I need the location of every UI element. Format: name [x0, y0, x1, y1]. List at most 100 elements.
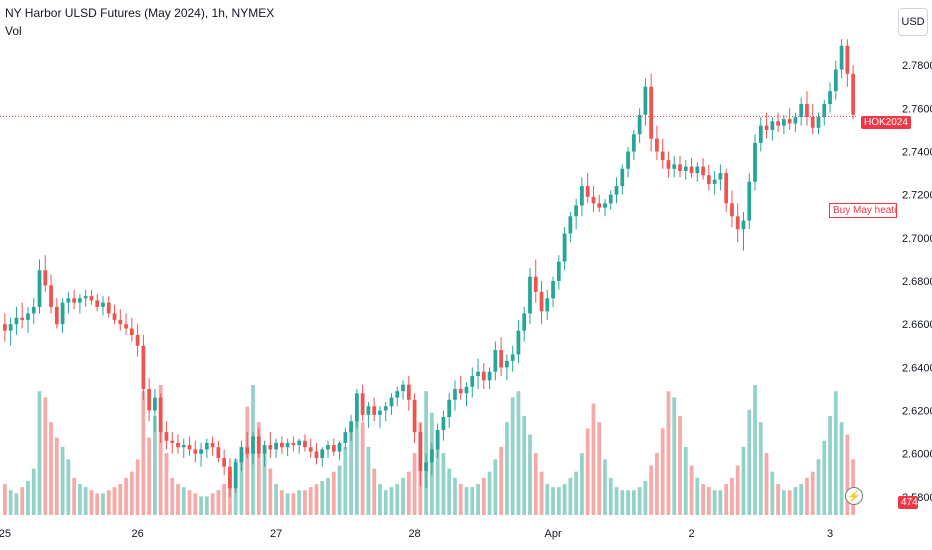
volume-bar [170, 477, 175, 515]
candle-body [787, 119, 792, 124]
volume-bar [447, 468, 452, 515]
candle-body [585, 186, 590, 197]
candle-body [741, 220, 746, 230]
volume-bar [603, 459, 607, 515]
candle-body [545, 298, 550, 312]
volume-bar [556, 487, 561, 515]
candle-body [164, 432, 169, 441]
volume-bar [776, 484, 780, 515]
volume-bar [781, 490, 786, 515]
volume-bar [458, 484, 463, 515]
volume-bar [712, 490, 717, 515]
candle-body [251, 436, 255, 454]
volume-bar [718, 490, 723, 515]
volume-bar [43, 397, 48, 515]
candle-body [372, 406, 377, 415]
volume-bar [828, 415, 832, 515]
candle-body [528, 276, 532, 314]
candle-body [620, 168, 625, 187]
bolt-icon[interactable]: ⚡ [845, 487, 863, 505]
volume-bar [591, 403, 596, 515]
volume-bar [303, 490, 307, 515]
candle-body [406, 384, 411, 400]
volume-bar [314, 484, 319, 515]
candle-body [522, 313, 527, 331]
candle-body [331, 445, 336, 452]
volume-bar [101, 493, 105, 515]
candle-body [118, 319, 123, 325]
volume-bar [643, 480, 648, 515]
volume-bar [666, 391, 671, 515]
volume-bar [689, 465, 694, 515]
volume-bar [453, 477, 457, 515]
volume-bar [799, 484, 804, 515]
candle-body [556, 261, 561, 282]
volume-bar [262, 453, 267, 515]
volume-bar [833, 391, 838, 515]
volume-bar [730, 477, 734, 515]
candle-body [487, 371, 492, 381]
time-tick-label: 25 [0, 528, 11, 540]
volume-bar [793, 487, 798, 515]
candle-body [718, 173, 723, 180]
candle-body [730, 203, 734, 217]
volume-bar [164, 453, 169, 515]
volume-bar [31, 468, 36, 515]
candle-body [614, 186, 619, 195]
candle-body [758, 125, 763, 143]
price-tick-label: 2.7400 [902, 147, 932, 159]
volume-bar [291, 493, 296, 515]
volume-bar [210, 493, 215, 515]
candle-body [320, 449, 325, 459]
volume-bar [735, 465, 740, 515]
volume-indicator-label[interactable]: Vol [5, 24, 22, 38]
candle-body [833, 69, 838, 92]
candle-body [89, 296, 94, 301]
price-tick-label: 2.6200 [902, 406, 932, 418]
order-label[interactable]: Buy May heating O [829, 203, 897, 218]
volume-bar [481, 477, 486, 515]
volume-bar [839, 422, 844, 515]
candle-body [747, 181, 752, 221]
volume-bar [279, 490, 284, 515]
volume-bar [758, 422, 763, 515]
volume-bar [620, 490, 625, 515]
volume-bar [320, 480, 325, 515]
candle-body [568, 216, 573, 234]
volume-bar [845, 434, 850, 515]
candle-body [14, 317, 19, 325]
volume-bar [124, 477, 128, 515]
time-tick-label: 3 [827, 528, 833, 540]
volume-bar [147, 437, 152, 515]
price-tick-label: 2.6000 [902, 449, 932, 461]
volume-bar [545, 484, 550, 515]
candle-body [326, 445, 330, 450]
volume-bar [660, 428, 665, 515]
volume-bar [505, 422, 509, 515]
volume-bar [141, 391, 146, 515]
price-tick-label: 2.7200 [902, 190, 932, 202]
volume-bar [539, 471, 544, 515]
candle-body [43, 270, 48, 286]
candle-body [31, 306, 36, 314]
price-tick-label: 2.6600 [902, 319, 932, 331]
candle-body [106, 302, 111, 314]
volume-bar [78, 484, 82, 515]
volume-bar [764, 453, 769, 515]
currency-button[interactable]: USD [898, 8, 928, 36]
candle-body [678, 164, 682, 171]
volume-bar [706, 487, 711, 515]
candle-body [505, 360, 509, 368]
candle-body [112, 313, 117, 320]
time-tick-label: Apr [544, 528, 561, 540]
candle-body [337, 442, 342, 452]
volume-bar [470, 487, 475, 515]
volume-bar [66, 459, 71, 515]
candle-body [828, 91, 832, 105]
candle-body [435, 429, 440, 450]
volume-bar [176, 484, 180, 515]
candle-body [799, 104, 804, 117]
candle-body [591, 196, 596, 204]
candle-body [689, 166, 694, 174]
